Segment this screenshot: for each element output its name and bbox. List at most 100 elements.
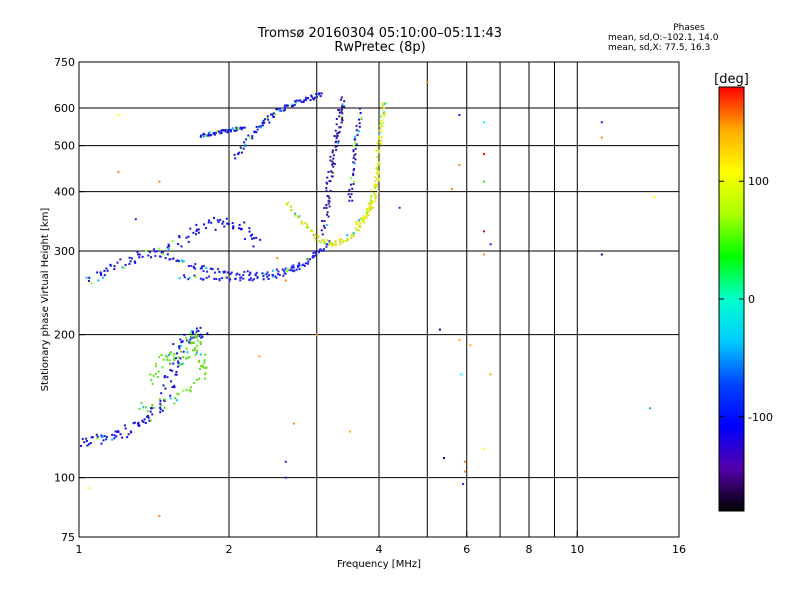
trace-point <box>146 410 149 413</box>
trace-point <box>307 262 310 265</box>
trace-point <box>192 231 195 234</box>
trace-point <box>175 260 178 263</box>
trace-point <box>327 199 330 202</box>
trace-point <box>359 112 362 115</box>
trace-point <box>371 206 374 209</box>
trace-point <box>204 371 207 374</box>
trace-point <box>261 124 264 127</box>
trace-point <box>217 268 220 271</box>
trace-point <box>150 256 153 259</box>
trace-point <box>378 151 381 154</box>
trace-point <box>265 117 268 120</box>
trace-point <box>321 238 324 241</box>
trace-point <box>249 136 252 139</box>
trace-point <box>240 276 243 279</box>
trace-point <box>266 275 269 278</box>
trace-point <box>353 135 356 138</box>
trace-point <box>298 268 301 271</box>
trace-point <box>151 382 154 385</box>
trace-point <box>352 232 355 235</box>
trace-point <box>239 227 242 230</box>
trace-point <box>200 265 203 268</box>
trace-point <box>182 389 185 392</box>
trace-point <box>173 402 176 405</box>
trace-point <box>312 255 315 258</box>
phase-o-stats: mean, sd,O:–102.1, 14.0 <box>608 33 719 43</box>
trace-point <box>339 115 342 118</box>
trace-point <box>203 373 206 376</box>
trace-point <box>165 358 168 361</box>
trace-point <box>224 276 227 279</box>
trace-point <box>178 236 181 239</box>
trace-point <box>337 142 340 145</box>
trace-point <box>114 430 117 433</box>
trace-point <box>285 104 288 107</box>
trace-point <box>188 356 191 359</box>
trace-point <box>132 422 135 425</box>
trace-point <box>353 154 356 157</box>
trace-point <box>194 347 197 350</box>
trace-point <box>333 163 336 166</box>
scatter-point <box>349 430 352 433</box>
trace-point <box>239 146 242 149</box>
trace-point <box>229 272 232 275</box>
trace-point <box>208 219 211 222</box>
trace-point <box>311 97 314 100</box>
trace-point <box>121 266 124 269</box>
trace-point <box>267 277 270 280</box>
trace-point <box>196 349 199 352</box>
scatter-point <box>649 407 652 410</box>
trace-point <box>378 129 381 132</box>
trace-point <box>158 398 161 401</box>
trace-point <box>362 219 365 222</box>
trace-point <box>326 176 329 179</box>
trace-point <box>203 359 206 362</box>
trace-point <box>351 233 354 236</box>
trace-point <box>204 134 207 137</box>
trace-point <box>185 388 188 391</box>
trace-point <box>193 382 196 385</box>
trace-point <box>198 368 201 371</box>
trace-point <box>334 129 337 132</box>
trace-point <box>275 268 278 271</box>
trace-point <box>272 112 275 115</box>
trace-point <box>329 241 332 244</box>
trace-point <box>123 266 126 269</box>
trace-point <box>153 248 156 251</box>
y-tick-label: 75 <box>61 531 75 544</box>
trace-point <box>310 95 313 98</box>
trace-point <box>158 247 161 250</box>
trace-point <box>113 265 116 268</box>
trace-point <box>318 92 321 95</box>
trace-point <box>213 271 216 274</box>
trace-point <box>88 276 91 279</box>
trace-point <box>285 203 288 206</box>
trace-point <box>242 277 245 280</box>
trace-point <box>282 109 285 112</box>
scatter-point <box>284 460 287 463</box>
trace-point <box>373 184 376 187</box>
trace-point <box>202 264 205 267</box>
trace-point <box>338 126 341 129</box>
trace-point <box>349 195 352 198</box>
trace-point <box>319 95 322 98</box>
trace-point <box>265 273 268 276</box>
trace-point <box>227 223 230 226</box>
trace-point <box>215 130 218 133</box>
trace-point <box>380 130 383 133</box>
trace-point <box>336 132 339 135</box>
trace-point <box>304 262 307 265</box>
trace-point <box>268 121 271 124</box>
trace-point <box>141 419 144 422</box>
trace-point <box>299 99 302 102</box>
trace-point <box>175 399 178 402</box>
trace-point <box>181 260 184 263</box>
trace-point <box>192 332 195 335</box>
trace-point <box>291 103 294 106</box>
trace-point <box>352 169 355 172</box>
trace-point <box>197 360 200 363</box>
trace-point <box>347 193 350 196</box>
trace-point <box>183 274 186 277</box>
trace-point <box>332 162 335 165</box>
trace-point <box>233 153 236 156</box>
